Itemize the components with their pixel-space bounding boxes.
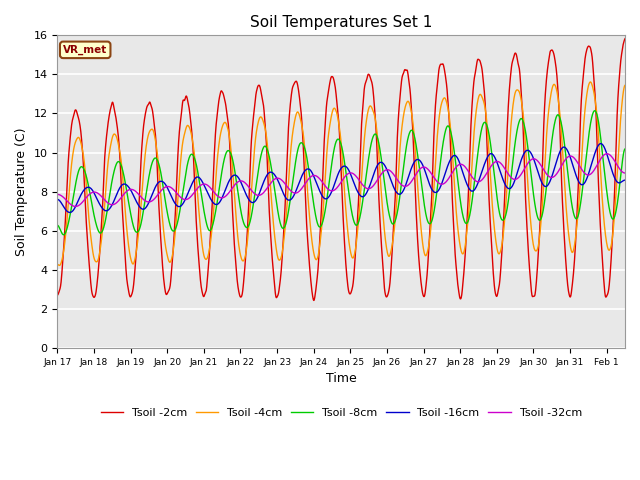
Tsoil -2cm (310, 298, 317, 303)
Tsoil -16cm (572, 169, 579, 175)
Tsoil -2cm (621, 36, 629, 42)
Tsoil -8cm (60, 232, 68, 238)
Line: Tsoil -16cm: Tsoil -16cm (58, 144, 625, 213)
Tsoil -32cm (54, 192, 61, 197)
Tsoil -16cm (358, 194, 365, 200)
Tsoil -16cm (621, 177, 629, 183)
X-axis label: Time: Time (326, 372, 356, 385)
Text: VR_met: VR_met (63, 45, 108, 55)
Tsoil -2cm (587, 47, 595, 52)
Tsoil -2cm (371, 100, 378, 106)
Tsoil -32cm (506, 174, 514, 180)
Tsoil -2cm (54, 292, 61, 298)
Line: Tsoil -8cm: Tsoil -8cm (58, 111, 625, 235)
Tsoil -8cm (212, 207, 220, 213)
Tsoil -32cm (603, 151, 611, 156)
Tsoil -2cm (212, 128, 220, 133)
Tsoil -2cm (358, 117, 365, 123)
Tsoil -4cm (358, 172, 365, 178)
Tsoil -8cm (621, 146, 629, 152)
Tsoil -16cm (506, 185, 514, 191)
Tsoil -8cm (54, 222, 61, 228)
Line: Tsoil -2cm: Tsoil -2cm (58, 39, 625, 300)
Tsoil -4cm (586, 79, 594, 85)
Tsoil -2cm (506, 74, 514, 80)
Tsoil -8cm (572, 215, 579, 220)
Tsoil -4cm (506, 130, 514, 136)
Tsoil -8cm (358, 204, 365, 210)
Tsoil -32cm (587, 171, 595, 177)
Y-axis label: Soil Temperature (C): Soil Temperature (C) (15, 127, 28, 256)
Tsoil -32cm (212, 192, 220, 197)
Tsoil -8cm (506, 181, 514, 187)
Tsoil -32cm (371, 182, 378, 188)
Tsoil -4cm (621, 83, 629, 88)
Tsoil -4cm (212, 175, 220, 180)
Tsoil -32cm (572, 156, 579, 162)
Tsoil -4cm (572, 239, 579, 244)
Line: Tsoil -32cm: Tsoil -32cm (58, 154, 625, 206)
Tsoil -16cm (212, 202, 220, 207)
Tsoil -16cm (54, 196, 61, 202)
Tsoil -2cm (572, 249, 579, 255)
Tsoil -16cm (597, 141, 605, 146)
Tsoil -8cm (371, 132, 378, 138)
Tsoil -16cm (371, 170, 378, 176)
Tsoil -32cm (72, 204, 79, 209)
Tsoil -32cm (621, 170, 629, 176)
Tsoil -16cm (587, 164, 595, 169)
Tsoil -16cm (66, 210, 74, 216)
Tsoil -4cm (371, 111, 378, 117)
Line: Tsoil -4cm: Tsoil -4cm (58, 82, 625, 265)
Tsoil -8cm (587, 119, 595, 125)
Legend: Tsoil -2cm, Tsoil -4cm, Tsoil -8cm, Tsoil -16cm, Tsoil -32cm: Tsoil -2cm, Tsoil -4cm, Tsoil -8cm, Tsoi… (96, 403, 586, 422)
Tsoil -4cm (56, 263, 63, 268)
Tsoil -4cm (588, 80, 595, 85)
Tsoil -32cm (358, 181, 365, 187)
Tsoil -8cm (591, 108, 598, 114)
Tsoil -4cm (54, 262, 61, 267)
Title: Soil Temperatures Set 1: Soil Temperatures Set 1 (250, 15, 433, 30)
